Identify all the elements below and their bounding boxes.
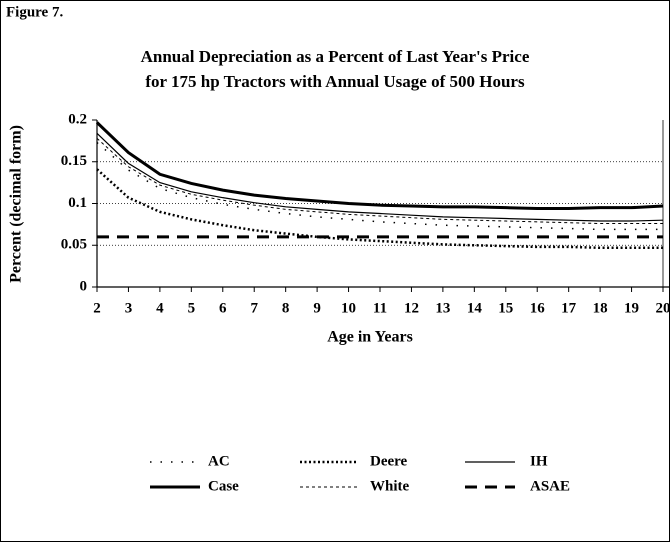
series-line bbox=[95, 121, 664, 211]
figure-label: Figure 7. bbox=[6, 4, 63, 20]
series-line bbox=[96, 168, 663, 250]
x-tick-label: 13 bbox=[435, 300, 450, 316]
x-tick-label: 8 bbox=[282, 300, 290, 316]
legend-label: Case bbox=[208, 478, 239, 494]
chart-title: for 175 hp Tractors with Annual Usage of… bbox=[145, 72, 525, 91]
y-tick-label: 0.2 bbox=[68, 111, 87, 127]
x-tick-label: 11 bbox=[373, 300, 387, 316]
series-line bbox=[96, 132, 664, 222]
x-tick-label: 10 bbox=[341, 300, 356, 316]
chart-title: Annual Depreciation as a Percent of Last… bbox=[141, 47, 530, 66]
x-tick-label: 9 bbox=[313, 300, 321, 316]
legend-label: AC bbox=[208, 453, 230, 469]
x-axis-label: Age in Years bbox=[327, 329, 413, 346]
y-tick-label: 0.1 bbox=[68, 195, 87, 211]
x-tick-label: 15 bbox=[498, 300, 513, 316]
x-tick-label: 17 bbox=[561, 300, 577, 316]
legend-label: White bbox=[370, 478, 410, 494]
x-tick-label: 5 bbox=[188, 300, 196, 316]
legend-label: ASAE bbox=[530, 478, 570, 494]
x-tick-label: 16 bbox=[530, 300, 546, 316]
y-tick-label: 0.15 bbox=[61, 153, 87, 169]
x-tick-label: 4 bbox=[156, 300, 164, 316]
x-tick-label: 14 bbox=[467, 300, 483, 316]
x-tick-label: 2 bbox=[93, 300, 101, 316]
x-tick-label: 12 bbox=[404, 300, 419, 316]
y-axis-label: Percent (decimal form) bbox=[8, 125, 25, 283]
y-tick-label: 0 bbox=[80, 278, 88, 294]
y-tick-label: 0.05 bbox=[61, 237, 87, 253]
x-tick-label: 7 bbox=[250, 300, 258, 316]
x-tick-label: 18 bbox=[593, 300, 608, 316]
x-tick-label: 19 bbox=[624, 300, 639, 316]
x-tick-label: 20 bbox=[656, 300, 670, 316]
x-tick-label: 6 bbox=[219, 300, 227, 316]
legend-label: IH bbox=[530, 453, 548, 469]
legend-label: Deere bbox=[370, 453, 408, 469]
series-line bbox=[96, 137, 663, 225]
x-tick-label: 3 bbox=[125, 300, 133, 316]
